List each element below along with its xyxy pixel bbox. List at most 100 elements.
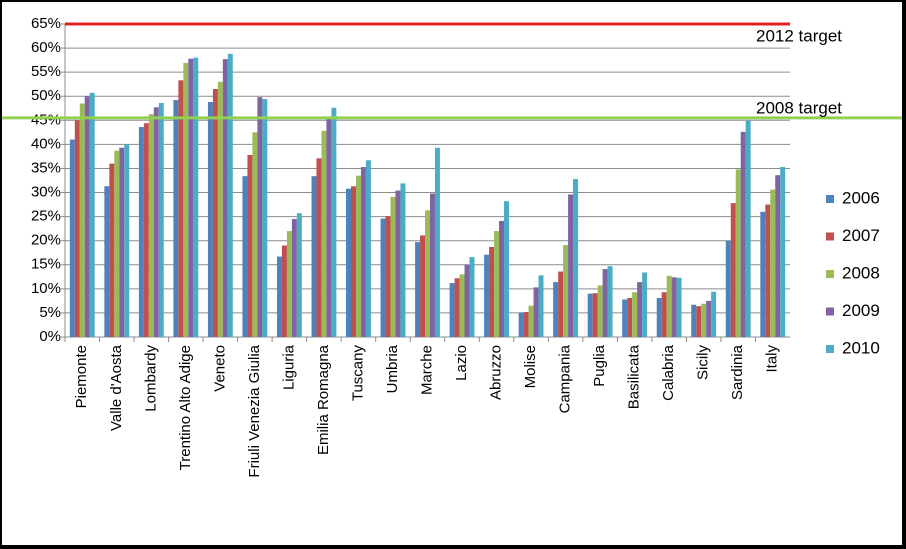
x-tick-label: Trentino Alto Adige [177,345,194,470]
bar [504,201,509,337]
bar [587,293,593,337]
bar [671,277,677,337]
y-tick-label: 20% [31,232,61,249]
y-tick-label: 10% [31,280,61,297]
bar [489,246,495,337]
bar [143,123,149,337]
bar [464,264,470,337]
reference-label: 2008 target [756,98,842,117]
bar [691,304,697,337]
bar [706,300,712,337]
x-tick-label: Basilicata [626,344,643,409]
x-tick-label: Umbria [384,344,401,393]
legend-swatch [826,270,834,278]
bar [183,63,189,338]
x-tick-label: Campania [557,344,574,413]
bar [158,102,164,337]
bar [454,278,460,337]
legend-swatch [826,195,834,203]
bar [656,297,662,337]
bar [188,58,194,337]
bar [326,118,332,338]
bar [770,189,776,337]
x-tick-label: Calabria [660,344,677,401]
bar [538,275,544,337]
bar [262,99,268,338]
bar [227,53,233,338]
bar [138,127,144,338]
bar [89,92,95,337]
bar [79,103,85,337]
legend-label: 2006 [842,188,880,207]
bar [331,107,337,337]
bar [311,176,317,337]
bar [400,183,406,337]
bar [563,245,569,337]
y-tick-label: 45% [31,111,61,128]
bar [69,139,75,337]
bar [449,283,455,337]
bar [568,194,574,337]
x-tick-label: Valle d'Aosta [108,344,125,431]
bar [637,282,643,337]
bar [316,158,322,337]
bar [74,120,80,337]
bar [730,203,736,337]
bar [765,204,771,337]
bar [291,219,297,337]
y-tick-label: 5% [39,304,61,321]
y-tick-label: 40% [31,135,61,152]
bar [627,297,633,337]
bar [696,306,702,337]
bar [365,160,371,337]
x-tick-label: Emilia Romagna [315,344,332,455]
x-tick-label: Marche [418,345,435,395]
bar [760,211,766,337]
bar [321,130,327,337]
bar [597,285,603,337]
bar [390,196,396,337]
bar [429,193,435,337]
legend-label: 2007 [842,226,880,245]
bar [518,312,524,337]
bar [257,97,263,337]
x-tick-label: Liguria [280,344,297,390]
x-tick-label: Lazio [453,345,470,381]
bar [676,277,682,337]
bar [494,231,500,337]
bar [711,291,717,337]
bar [666,275,672,337]
y-tick-label: 35% [31,159,61,176]
x-tick-label: Sicily [695,345,712,381]
bar [701,303,707,337]
bar [109,163,115,337]
bar [350,186,356,337]
bar [415,242,421,337]
x-tick-label: Tuscany [349,345,366,402]
bar [607,266,613,337]
x-tick-label: Abruzzo [488,345,505,400]
bar [286,231,292,337]
bar [355,175,361,337]
x-tick-label: Friuli Venezia Giulia [246,344,263,477]
x-tick-label: Lombardy [142,345,159,412]
bar [735,169,741,337]
bar [420,235,426,337]
bar [153,107,159,337]
bar [725,240,731,337]
bar [622,299,628,337]
legend-label: 2010 [842,338,880,357]
bar [148,114,154,337]
bar [360,167,366,337]
bar [602,269,608,337]
bar [296,213,302,337]
bar [346,188,351,337]
bar [222,59,228,337]
bar [740,131,746,337]
y-tick-label: 25% [31,208,61,225]
bar [573,179,579,337]
bar [528,305,534,337]
bar [119,147,125,337]
